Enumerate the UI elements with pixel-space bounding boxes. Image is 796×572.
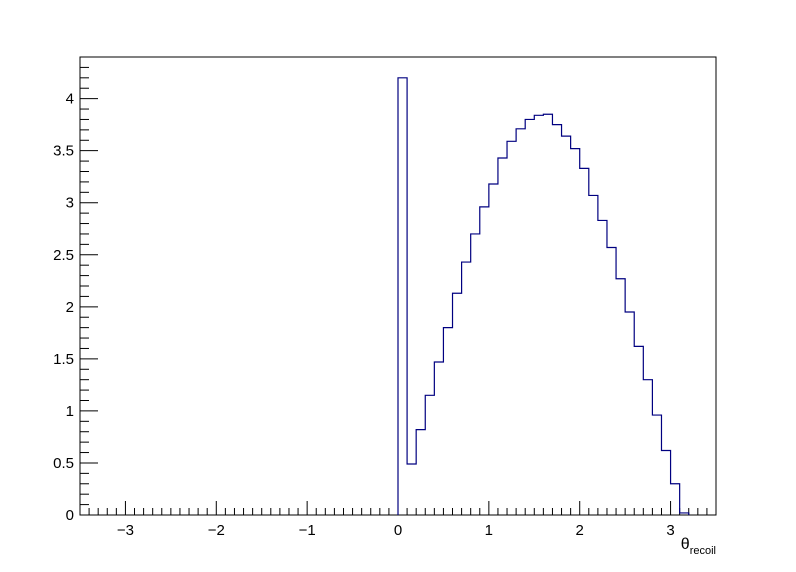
histogram-bin — [443, 328, 452, 515]
x-tick-label: 2 — [576, 522, 584, 539]
histogram-bin — [498, 158, 507, 515]
histogram-bin — [652, 415, 661, 515]
x-tick-label: 0 — [394, 522, 402, 539]
y-tick-label: 2.5 — [53, 247, 74, 264]
y-tick-label: 1 — [66, 403, 74, 420]
y-tick-label: 4 — [66, 91, 74, 108]
histogram-layer — [397, 77, 690, 515]
histogram-bin — [398, 78, 407, 515]
x-axis-title: θrecoil — [681, 536, 716, 557]
y-tick-label: 3 — [66, 195, 74, 212]
histogram-bin — [661, 450, 670, 515]
histogram-bin — [480, 207, 489, 515]
histogram-bin — [671, 484, 680, 515]
histogram-bin — [643, 380, 652, 515]
histogram-outline — [397, 77, 690, 515]
histogram-bin — [407, 464, 416, 515]
histogram-bin — [516, 129, 525, 515]
histogram-bin — [607, 247, 616, 515]
histogram-bin — [625, 312, 634, 515]
histogram-bin — [434, 362, 443, 515]
y-tick-label: 1.5 — [53, 351, 74, 368]
ticks-layer — [79, 56, 717, 516]
histogram-bin — [562, 136, 571, 515]
x-axis-title-main: θ — [681, 536, 690, 553]
histogram-bin — [571, 149, 580, 515]
histogram-bin — [680, 513, 689, 515]
histogram-bin — [580, 168, 589, 515]
histogram-bin — [543, 114, 552, 515]
x-tick-label: 1 — [485, 522, 493, 539]
histogram-bin — [453, 293, 462, 515]
histogram-bin — [589, 195, 598, 515]
histogram-bin — [534, 115, 543, 515]
x-tick-label: 3 — [666, 522, 674, 539]
histogram-bin — [525, 119, 534, 515]
histogram-bin — [634, 346, 643, 515]
histogram-bin — [552, 125, 561, 515]
y-tick-label: 2 — [66, 299, 74, 316]
x-tick-label: −3 — [117, 522, 134, 539]
histogram-bin — [416, 430, 425, 515]
tick-labels-layer: −3 −2 −1 0 1 2 3 0 0.5 1 1.5 2 2.5 3 3.5 4 — [53, 91, 675, 539]
histogram-bin — [507, 141, 516, 515]
y-tick-label: 3.5 — [53, 143, 74, 160]
histogram-bin — [471, 234, 480, 515]
x-axis-title-subscript: recoil — [690, 545, 716, 557]
histogram-bin — [425, 395, 434, 515]
histogram-bin — [462, 262, 471, 515]
y-tick-label: 0 — [66, 507, 74, 524]
y-tick-label: 0.5 — [53, 455, 74, 472]
x-tick-label: −2 — [208, 522, 225, 539]
histogram-bin — [616, 279, 625, 515]
histogram-bin — [598, 220, 607, 515]
histogram-bin — [489, 184, 498, 515]
x-tick-label: −1 — [299, 522, 316, 539]
